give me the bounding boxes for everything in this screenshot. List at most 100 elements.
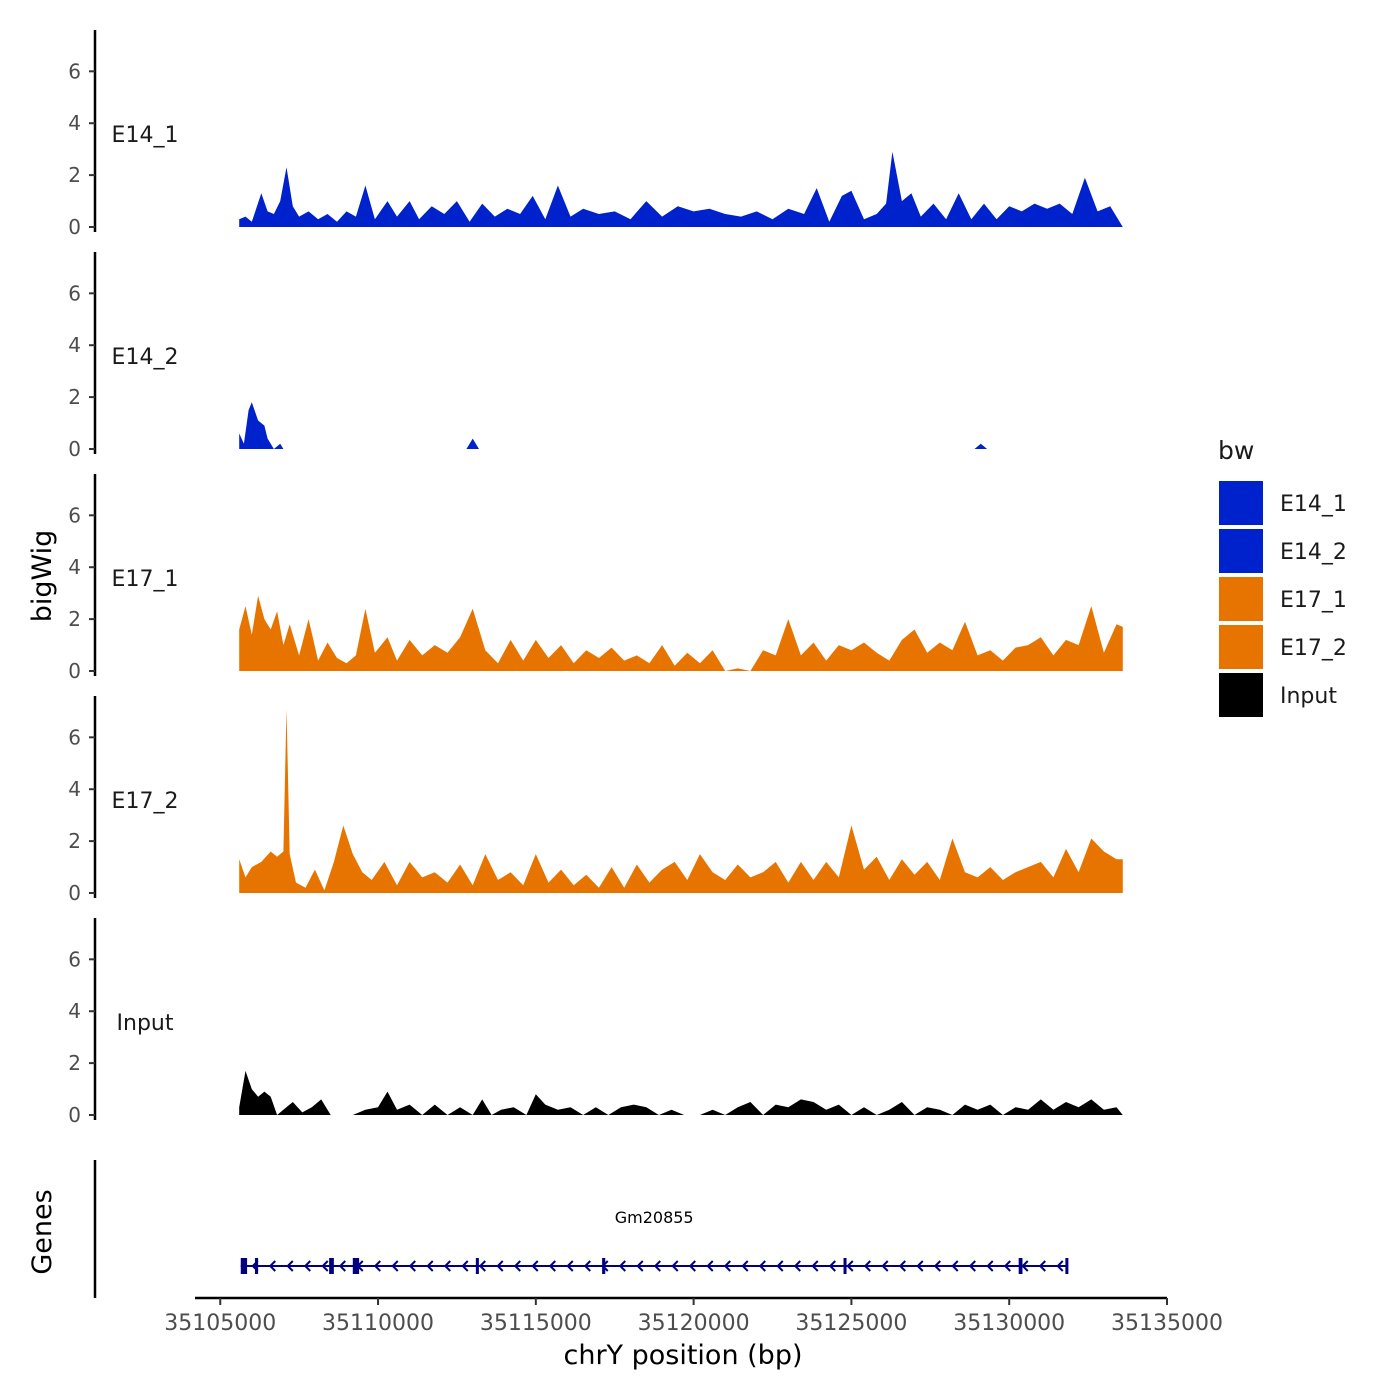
strand-arrow xyxy=(723,1260,731,1272)
strand-arrow xyxy=(898,1260,906,1272)
track-label-Input: Input xyxy=(117,1011,174,1036)
track-E17_1: 0 2 4 6 E17_1 xyxy=(68,474,1123,683)
strand-arrow xyxy=(846,1260,854,1272)
track-E17_2: 0 2 4 6 E17_2 xyxy=(68,696,1123,905)
strand-arrow xyxy=(916,1260,924,1272)
strand-arrow xyxy=(968,1260,976,1272)
strand-arrow xyxy=(461,1260,469,1272)
x-tick-label: 35105000 xyxy=(164,1311,276,1336)
genes-axis-title: Genes xyxy=(27,1189,58,1274)
x-axis: 35105000 35110000 35115000 35120000 35125000… xyxy=(164,1296,1223,1336)
x-tick-label: 35125000 xyxy=(795,1311,907,1336)
legend-key-E17_2 xyxy=(1217,623,1265,671)
y-tick-label: 0 xyxy=(68,215,81,239)
y-tick-label: 6 xyxy=(68,947,81,971)
y-tick-label: 0 xyxy=(68,437,81,461)
x-tick-label: 35130000 xyxy=(953,1311,1065,1336)
strand-arrow xyxy=(496,1260,504,1272)
y-tick-label: 0 xyxy=(68,881,81,905)
legend-label-E17_1: E17_1 xyxy=(1280,588,1347,613)
strand-arrow xyxy=(881,1260,889,1272)
track-label-E14_2: E14_2 xyxy=(112,345,179,370)
strand-arrow xyxy=(408,1260,416,1272)
strand-arrow xyxy=(583,1260,591,1272)
legend: bw E14_1 E14_2 E17_1 E17_2 Input xyxy=(1217,436,1347,719)
strand-arrow xyxy=(1056,1260,1064,1272)
strand-arrow xyxy=(811,1260,819,1272)
gene-exon xyxy=(602,1258,606,1274)
y-tick-label: 4 xyxy=(68,111,81,135)
y-tick-label: 6 xyxy=(68,503,81,527)
strand-arrow xyxy=(548,1260,556,1272)
y-tick-label: 0 xyxy=(68,659,81,683)
strand-arrow xyxy=(531,1260,539,1272)
legend-label-E14_1: E14_1 xyxy=(1280,492,1347,517)
x-tick-label: 35135000 xyxy=(1111,1311,1223,1336)
series-area-E17_2 xyxy=(239,708,1123,893)
strand-arrow xyxy=(951,1260,959,1272)
strand-arrow xyxy=(653,1260,661,1272)
strand-arrow xyxy=(513,1260,521,1272)
track-Input: 0 2 4 6 Input xyxy=(68,918,1123,1127)
legend-key-E14_1 xyxy=(1217,479,1265,527)
strand-arrow xyxy=(828,1260,836,1272)
legend-label-E17_2: E17_2 xyxy=(1280,636,1347,661)
gene-exon xyxy=(352,1258,360,1274)
strand-arrow xyxy=(636,1260,644,1272)
y-tick-label: 6 xyxy=(68,725,81,749)
strand-arrow xyxy=(478,1260,486,1272)
strand-arrow xyxy=(566,1260,574,1272)
strand-arrow xyxy=(758,1260,766,1272)
y-tick-label: 6 xyxy=(68,59,81,83)
strand-arrow xyxy=(863,1260,871,1272)
y-tick-label: 4 xyxy=(68,555,81,579)
x-tick-label: 35110000 xyxy=(322,1311,434,1336)
gene-exon xyxy=(843,1258,847,1274)
y-tick-label: 2 xyxy=(68,1051,81,1075)
gene-exon xyxy=(240,1258,248,1274)
y-tick-label: 0 xyxy=(68,1103,81,1127)
strand-arrow xyxy=(443,1260,451,1272)
y-tick-label: 4 xyxy=(68,999,81,1023)
legend-label-Input: Input xyxy=(1280,684,1337,709)
strand-arrow xyxy=(1003,1260,1011,1272)
track-label-E14_1: E14_1 xyxy=(112,123,179,148)
strand-arrow xyxy=(268,1260,276,1272)
track-label-E17_2: E17_2 xyxy=(112,789,179,814)
strand-arrow xyxy=(618,1260,626,1272)
legend-key-E14_2 xyxy=(1217,527,1265,575)
strand-arrow xyxy=(338,1260,346,1272)
y-tick-label: 4 xyxy=(68,333,81,357)
gene-exon xyxy=(1065,1258,1069,1274)
strand-arrow xyxy=(986,1260,994,1272)
legend-key-Input xyxy=(1217,671,1265,719)
gene-exon xyxy=(329,1258,334,1274)
strand-arrow xyxy=(671,1260,679,1272)
x-axis-title: chrY position (bp) xyxy=(563,1340,802,1371)
strand-arrow xyxy=(426,1260,434,1272)
strand-arrow xyxy=(933,1260,941,1272)
y-tick-label: 4 xyxy=(68,777,81,801)
y-tick-label: 2 xyxy=(68,163,81,187)
legend-title: bw xyxy=(1218,436,1254,465)
y-tick-label: 6 xyxy=(68,281,81,305)
strand-arrow xyxy=(776,1260,784,1272)
y-axis-title: bigWig xyxy=(27,530,58,623)
series-area-Input xyxy=(239,1070,1123,1115)
gene-label: Gm20855 xyxy=(615,1208,694,1227)
series-area-E14_1 xyxy=(239,151,1123,227)
y-tick-label: 2 xyxy=(68,385,81,409)
strand-arrow xyxy=(303,1260,311,1272)
strand-arrow xyxy=(1021,1260,1029,1272)
track-E14_1: 0 2 4 6 E14_1 xyxy=(68,30,1123,239)
track-label-E17_1: E17_1 xyxy=(112,567,179,592)
y-tick-label: 2 xyxy=(68,829,81,853)
strand-arrow xyxy=(706,1260,714,1272)
strand-arrow xyxy=(793,1260,801,1272)
gene-exon xyxy=(1018,1258,1023,1274)
strand-arrow xyxy=(321,1260,329,1272)
strand-arrow xyxy=(373,1260,381,1272)
gene-panel: Gm20855 xyxy=(93,1160,1069,1298)
gene-exon xyxy=(475,1258,479,1274)
